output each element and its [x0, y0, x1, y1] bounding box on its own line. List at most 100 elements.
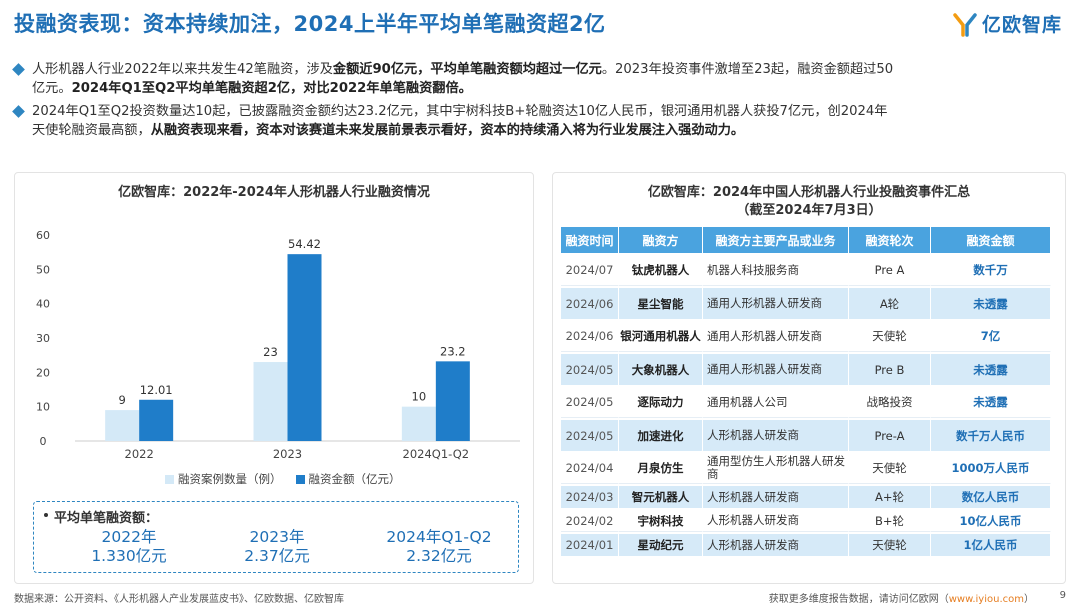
bar-count	[253, 362, 288, 441]
table-subtitle: （截至2024年7月3日）	[736, 203, 882, 218]
financing-bar-chart: 0 10 20 30 40 50 60 9 12.01 2022 23 54.42 2023 10 23.2…	[36, 229, 520, 461]
cell-round: 天使轮	[849, 321, 931, 352]
legend-label: 融资金额（亿元）	[308, 472, 401, 486]
average-financing-box: 平均单笔融资额： 2022年 1.330亿元 2023年 2.37亿元 2024…	[33, 501, 519, 573]
cell-date: 2024/05	[561, 387, 619, 418]
bar-count	[105, 410, 140, 441]
cell-date: 2024/07	[561, 255, 619, 286]
table-row: 2024/06 银河通用机器人 通用人形机器人研发商 天使轮 7亿	[561, 321, 1051, 352]
cell-amount: 1000万人民币	[931, 453, 1051, 484]
bullet-item: 2024年Q1至Q2投资数量达10起，已披露融资金额约达23.2亿元，其中宇树科…	[12, 102, 1066, 140]
chart-legend: 融资案例数量（例） 融资金额（亿元）	[165, 471, 401, 487]
cell-name: 银河通用机器人	[619, 321, 703, 352]
legend-item-amount: 融资金额（亿元）	[295, 471, 401, 487]
bullet-list: 人形机器人行业2022年以来共发生42笔融资，涉及金额近90亿元，平均单笔融资额…	[12, 60, 1066, 144]
cell-round: Pre-A	[849, 420, 931, 451]
diamond-bullet-icon	[12, 105, 25, 118]
y-tick-label: 30	[36, 332, 50, 345]
x-tick-label: 2022	[125, 447, 154, 461]
bullet-emphasis: 2024年Q1至Q2平均单笔融资超2亿，对比2022年单笔融资翻倍。	[71, 81, 472, 96]
cell-date: 2024/01	[561, 534, 619, 556]
cell-product: 通用人形机器人研发商	[703, 321, 849, 352]
average-value: 2.37亿元	[244, 547, 310, 565]
y-tick-label: 50	[36, 263, 50, 276]
data-label: 10	[412, 390, 427, 404]
average-label: 平均单笔融资额：	[54, 511, 159, 526]
column-header: 融资方主要产品或业务	[703, 227, 849, 253]
bullet-item: 人形机器人行业2022年以来共发生42笔融资，涉及金额近90亿元，平均单笔融资额…	[12, 60, 1066, 98]
bar-amount	[287, 254, 322, 441]
cell-round: 天使轮	[849, 453, 931, 484]
cell-round: 战略投资	[849, 387, 931, 418]
financing-events-panel: 亿欧智库：2024年中国人形机器人行业投融资事件汇总 （截至2024年7月3日）…	[552, 172, 1066, 584]
bullet-text: 人形机器人行业2022年以来共发生42笔融资，涉及	[32, 62, 333, 77]
average-value: 1.330亿元	[91, 547, 167, 565]
table-row: 2024/05 加速进化 人形机器人研发商 Pre-A 数千万人民币	[561, 420, 1051, 451]
footer-link[interactable]: www.iyiou.com	[948, 594, 1024, 605]
yiou-logo-icon	[953, 12, 977, 37]
bullet-emphasis: 从融资表现来看，资本对该赛道未来发展前景表示看好，资本的持续涌入将为行业发展注入…	[150, 123, 745, 138]
bullet-text: 。2023年投资事件激增至23起，融资金额超过50	[601, 62, 894, 77]
data-label: 12.01	[140, 383, 173, 397]
y-tick-label: 20	[36, 366, 50, 379]
legend-item-count: 融资案例数量（例）	[165, 471, 282, 487]
footer-text: 获取更多维度报告数据，请访问亿欧网（	[768, 594, 949, 605]
cell-round: Pre A	[849, 255, 931, 286]
average-2022: 2022年 1.330亿元	[64, 528, 194, 566]
cell-amount: 未透露	[931, 354, 1051, 385]
column-header: 融资方	[619, 227, 703, 253]
average-year: 2022年	[101, 528, 157, 546]
cell-product: 人形机器人研发商	[703, 510, 849, 532]
cell-name: 星动纪元	[619, 534, 703, 556]
column-header: 融资时间	[561, 227, 619, 253]
table-row: 2024/05 大象机器人 通用人形机器人研发商 Pre B 未透露	[561, 354, 1051, 385]
cell-product: 通用型仿生人形机器人研发商	[703, 453, 849, 484]
cell-round: A轮	[849, 288, 931, 319]
logo: 亿欧智库	[952, 10, 1062, 37]
cell-amount: 未透露	[931, 288, 1051, 319]
cell-amount: 10亿人民币	[931, 510, 1051, 532]
table-header-row: 融资时间 融资方 融资方主要产品或业务 融资轮次 融资金额	[561, 227, 1051, 253]
cell-product: 通用人形机器人研发商	[703, 354, 849, 385]
cell-amount: 未透露	[931, 387, 1051, 418]
cell-name: 逐际动力	[619, 387, 703, 418]
legend-swatch	[295, 474, 305, 484]
financing-events-table: 融资时间 融资方 融资方主要产品或业务 融资轮次 融资金额 2024/07 钛虎…	[561, 225, 1051, 558]
bar-amount	[435, 361, 470, 441]
cell-name: 宇树科技	[619, 510, 703, 532]
cell-round: B+轮	[849, 510, 931, 532]
footer-promo: 获取更多维度报告数据，请访问亿欧网（www.iyiou.com）	[769, 590, 1034, 605]
bullet-text: 天使轮融资最高额，	[32, 123, 151, 138]
cell-product: 通用机器人公司	[703, 387, 849, 418]
chart-title: 亿欧智库：2022年-2024年人形机器人行业融资情况	[118, 185, 430, 200]
cell-amount: 数亿人民币	[931, 486, 1051, 508]
cell-name: 加速进化	[619, 420, 703, 451]
cell-amount: 1亿人民币	[931, 534, 1051, 556]
x-tick-label: 2023	[273, 447, 302, 461]
cell-name: 大象机器人	[619, 354, 703, 385]
financing-chart-panel: 亿欧智库：2022年-2024年人形机器人行业融资情况 0 10 20 30 40 50 6…	[14, 172, 534, 584]
cell-product: 人形机器人研发商	[703, 486, 849, 508]
cell-name: 月泉仿生	[619, 453, 703, 484]
cell-round: 天使轮	[849, 534, 931, 556]
average-2024: 2024年Q1-Q2 2.32亿元	[364, 528, 514, 566]
cell-date: 2024/05	[561, 420, 619, 451]
cell-name: 钛虎机器人	[619, 255, 703, 286]
footer-text: ）	[1024, 594, 1034, 605]
data-label: 23.2	[440, 344, 466, 358]
cell-date: 2024/03	[561, 486, 619, 508]
page-number: 9	[1059, 590, 1066, 601]
average-2023: 2023年 2.37亿元	[212, 528, 342, 566]
cell-date: 2024/05	[561, 354, 619, 385]
table-row: 2024/02 宇树科技 人形机器人研发商 B+轮 10亿人民币	[561, 510, 1051, 532]
bullet-text: 2024年Q1至Q2投资数量达10起，已披露融资金额约达23.2亿元，其中宇树科…	[32, 104, 888, 119]
table-row: 2024/07 钛虎机器人 机器人科技服务商 Pre A 数千万	[561, 255, 1051, 286]
average-year: 2024年Q1-Q2	[386, 528, 492, 546]
logo-text: 亿欧智库	[981, 14, 1062, 36]
cell-product: 人形机器人研发商	[703, 534, 849, 556]
column-header: 融资金额	[931, 227, 1051, 253]
cell-date: 2024/06	[561, 288, 619, 319]
table-row: 2024/04 月泉仿生 通用型仿生人形机器人研发商 天使轮 1000万人民币	[561, 453, 1051, 484]
y-tick-label: 10	[36, 401, 50, 414]
column-header: 融资轮次	[849, 227, 931, 253]
